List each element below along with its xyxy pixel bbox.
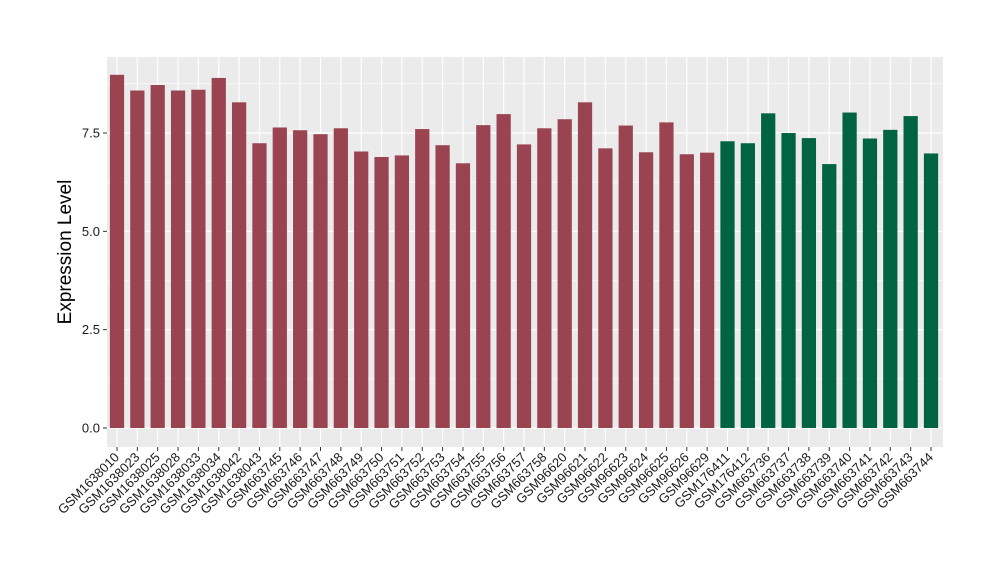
bar-gsm1638028 <box>170 90 186 429</box>
bar-gsm1638034 <box>211 77 226 428</box>
bar-gsm663758 <box>537 128 552 428</box>
bar-gsm176411 <box>720 141 735 428</box>
bar-gsm663744 <box>923 153 939 428</box>
bar-gsm663757 <box>516 144 532 428</box>
bar-gsm1638042 <box>231 102 247 428</box>
bar-gsm663753 <box>435 145 450 428</box>
bar-gsm663751 <box>394 155 410 429</box>
bar-gsm96629 <box>700 152 715 428</box>
bar-gsm176412 <box>740 143 755 428</box>
bar-gsm1638043 <box>252 143 267 428</box>
y-tick-label: 2.5 <box>82 322 100 337</box>
bar-gsm663738 <box>801 138 817 428</box>
bar-gsm663752 <box>415 129 430 429</box>
bar-gsm1638010 <box>109 74 125 428</box>
bar-gsm663756 <box>496 114 511 429</box>
bar-gsm663747 <box>313 134 328 428</box>
bar-gsm663746 <box>293 130 308 428</box>
bar-gsm663737 <box>781 133 796 428</box>
bars <box>109 74 939 429</box>
bar-gsm663748 <box>333 128 348 428</box>
bar-gsm96620 <box>557 119 572 428</box>
bar-gsm663736 <box>761 113 776 428</box>
bar-gsm663755 <box>476 125 491 428</box>
bar-gsm663745 <box>272 127 287 428</box>
y-axis: 0.0 2.5 5.0 7.5 <box>82 126 107 436</box>
bar-gsm1638033 <box>191 89 206 428</box>
x-axis: GSM1638010GSM1638023GSM1638025GSM1638028… <box>55 447 936 517</box>
bar-gsm663750 <box>374 156 389 428</box>
bar-gsm663742 <box>883 129 898 428</box>
bar-gsm663741 <box>862 138 878 429</box>
bar-gsm663740 <box>842 112 857 429</box>
bar-gsm663754 <box>455 163 471 428</box>
y-tick-label: 0.0 <box>82 421 100 436</box>
bar-gsm1638025 <box>150 85 165 428</box>
bar-gsm96624 <box>638 152 654 429</box>
bar-gsm1638023 <box>130 90 145 429</box>
bar-gsm96626 <box>679 154 694 429</box>
y-tick-label: 7.5 <box>82 126 100 141</box>
bar-gsm96625 <box>659 122 674 428</box>
y-tick-label: 5.0 <box>82 224 100 239</box>
bar-gsm663743 <box>903 116 918 428</box>
bar-gsm96622 <box>598 148 613 428</box>
bar-gsm663739 <box>822 164 837 428</box>
bar-gsm96621 <box>577 102 593 428</box>
bar-gsm663749 <box>354 151 369 428</box>
y-axis-label: Expression Level <box>55 180 76 325</box>
bar-gsm96623 <box>618 125 633 428</box>
